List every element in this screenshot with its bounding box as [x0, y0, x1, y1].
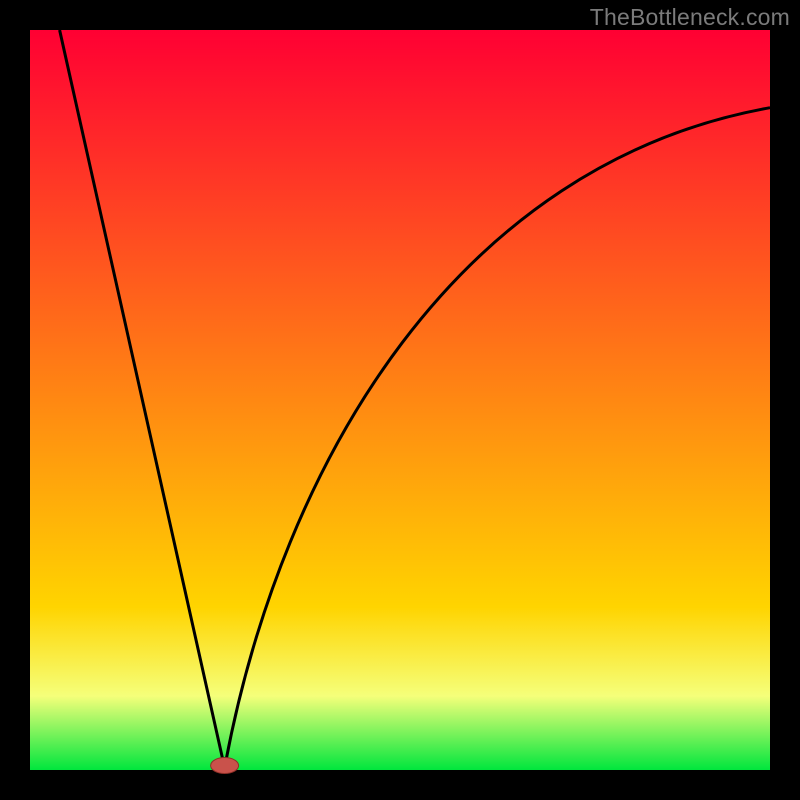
- watermark-text: TheBottleneck.com: [590, 4, 790, 31]
- chart-frame: TheBottleneck.com: [0, 0, 800, 800]
- minimum-marker: [211, 758, 239, 774]
- bottleneck-chart: [0, 0, 800, 800]
